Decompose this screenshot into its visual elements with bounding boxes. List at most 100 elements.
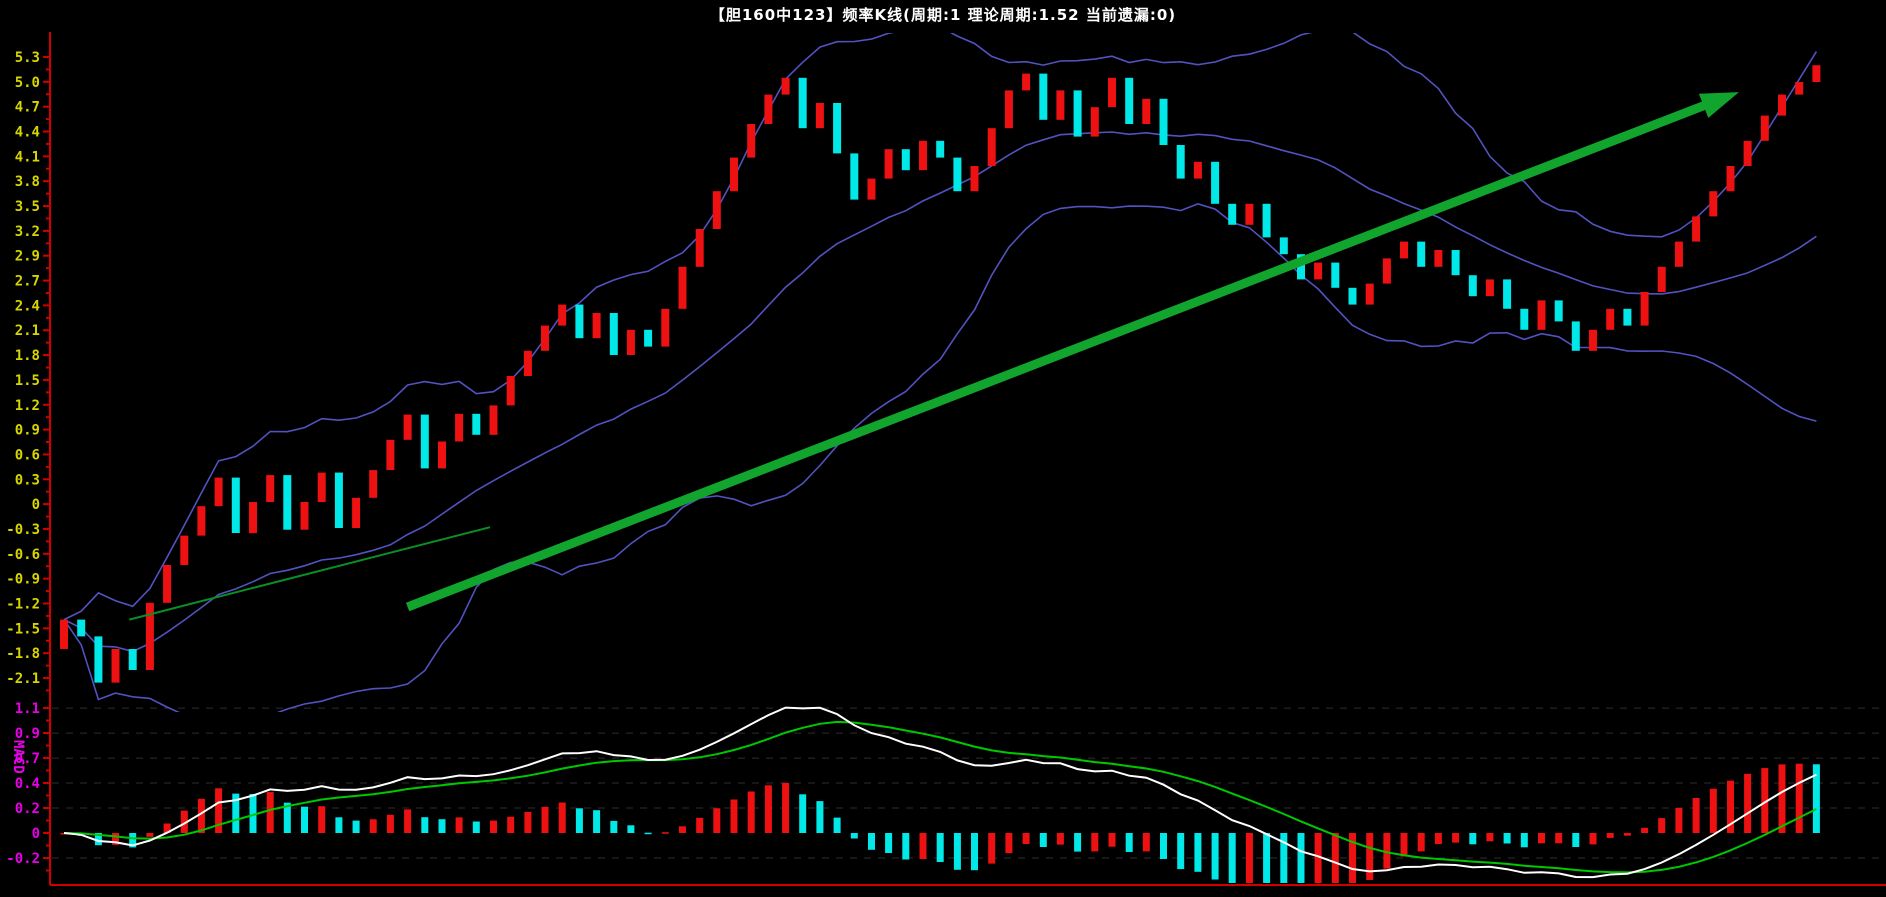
macd-hist-bar: [301, 806, 308, 833]
up-candle: [987, 128, 996, 166]
main-y-label: -1.5: [6, 621, 40, 637]
macd-hist-bar: [1400, 833, 1408, 857]
macd-hist-bar: [627, 825, 635, 833]
main-y-label: 1.8: [15, 348, 40, 364]
boll-mid-line: [63, 131, 1817, 653]
up-candle: [970, 166, 979, 192]
down-candle: [953, 157, 962, 192]
down-candle: [1297, 254, 1305, 280]
up-candle: [438, 441, 446, 469]
down-candle: [472, 413, 481, 435]
dif-line: [63, 706, 1817, 879]
down-candle: [1623, 308, 1632, 326]
macd-hist-bar: [833, 817, 841, 833]
macd-hist-bar: [1263, 833, 1271, 883]
main-y-label: 0: [32, 497, 40, 513]
main-y-label: -0.3: [6, 522, 40, 538]
up-candle: [60, 619, 68, 649]
macd-hist-bar: [507, 816, 515, 833]
down-candle: [1262, 203, 1271, 238]
macd-hist-bar: [1039, 833, 1047, 847]
up-candle: [1022, 73, 1031, 91]
macd-hist-bar: [644, 832, 652, 835]
macd-hist-bar: [782, 782, 790, 833]
macd-hist-bar: [163, 823, 171, 833]
macd-hist-bar: [490, 820, 497, 833]
down-candle: [231, 477, 240, 533]
up-candle: [300, 502, 309, 530]
up-candle: [558, 304, 567, 326]
down-candle: [94, 636, 103, 683]
macd-hist-bar: [1452, 833, 1460, 843]
macd-hist-bar: [1606, 833, 1614, 838]
macd-hist-bar: [1434, 833, 1442, 845]
main-y-label: 1.2: [15, 398, 40, 414]
macd-hist-bar: [1160, 833, 1167, 859]
macd-hist-bar: [541, 806, 549, 833]
macd-hist-bar: [232, 793, 240, 833]
up-candle: [867, 178, 876, 200]
up-candle: [815, 103, 824, 129]
up-candle: [1692, 216, 1701, 242]
up-candle: [1245, 203, 1254, 225]
main-y-label: 2.1: [15, 323, 40, 339]
up-candle: [592, 313, 601, 339]
macd-hist-bar: [1366, 833, 1374, 880]
macd-indicator-label: MACD: [10, 740, 26, 774]
down-candle: [1451, 250, 1460, 276]
up-candle: [523, 350, 532, 376]
down-candle: [833, 103, 842, 154]
macd-hist-bar: [747, 791, 755, 833]
up-candle: [1537, 300, 1546, 330]
macd-panel-title: MACD: [10, 740, 26, 774]
macd-hist-bar: [1417, 833, 1425, 852]
macd-hist-bar: [1056, 833, 1064, 845]
macd-hist-bar: [885, 833, 893, 853]
up-candle: [1606, 308, 1615, 330]
macd-hist-bar: [1692, 798, 1700, 833]
up-candle: [317, 472, 326, 502]
up-candle: [764, 94, 773, 124]
down-candle: [901, 149, 910, 171]
down-candle: [1331, 262, 1340, 288]
up-candle: [249, 502, 257, 534]
main-y-label: -1.2: [6, 596, 40, 612]
macd-hist-bar: [1331, 833, 1339, 883]
macd-hist-bar: [936, 833, 944, 862]
up-candle: [1090, 107, 1099, 137]
up-candle: [369, 470, 378, 498]
up-candle: [1589, 329, 1597, 351]
down-candle: [1279, 237, 1288, 255]
up-candle: [403, 414, 412, 440]
up-candle: [884, 149, 893, 179]
down-candle: [798, 77, 807, 129]
macd-y-label: 0: [32, 826, 40, 842]
down-candle: [1211, 161, 1220, 204]
macd-hist-bar: [369, 819, 377, 833]
macd-hist-bar: [1177, 833, 1185, 870]
down-candle: [334, 472, 343, 528]
macd-hist-bar: [868, 833, 875, 850]
macd-y-label: 0.4: [15, 776, 40, 792]
up-candle: [1657, 266, 1666, 292]
macd-hist-bar: [1211, 833, 1219, 880]
up-candle: [781, 77, 790, 95]
up-candle: [695, 229, 704, 267]
macd-hist-bar: [1228, 833, 1236, 883]
up-candle: [455, 413, 464, 442]
down-candle: [283, 475, 292, 530]
macd-hist-bar: [438, 819, 446, 833]
main-y-label: 3.2: [15, 224, 40, 240]
macd-hist-bar: [1744, 773, 1752, 833]
down-candle: [1554, 300, 1563, 322]
up-candle: [197, 506, 206, 536]
macd-hist-bar: [1795, 763, 1803, 833]
up-candle: [266, 475, 275, 502]
down-candle: [77, 619, 86, 637]
macd-hist-bar: [1280, 833, 1288, 883]
macd-hist-bar: [1314, 833, 1322, 883]
macd-hist-bar: [1623, 833, 1631, 836]
macd-hist-bar: [112, 833, 119, 845]
